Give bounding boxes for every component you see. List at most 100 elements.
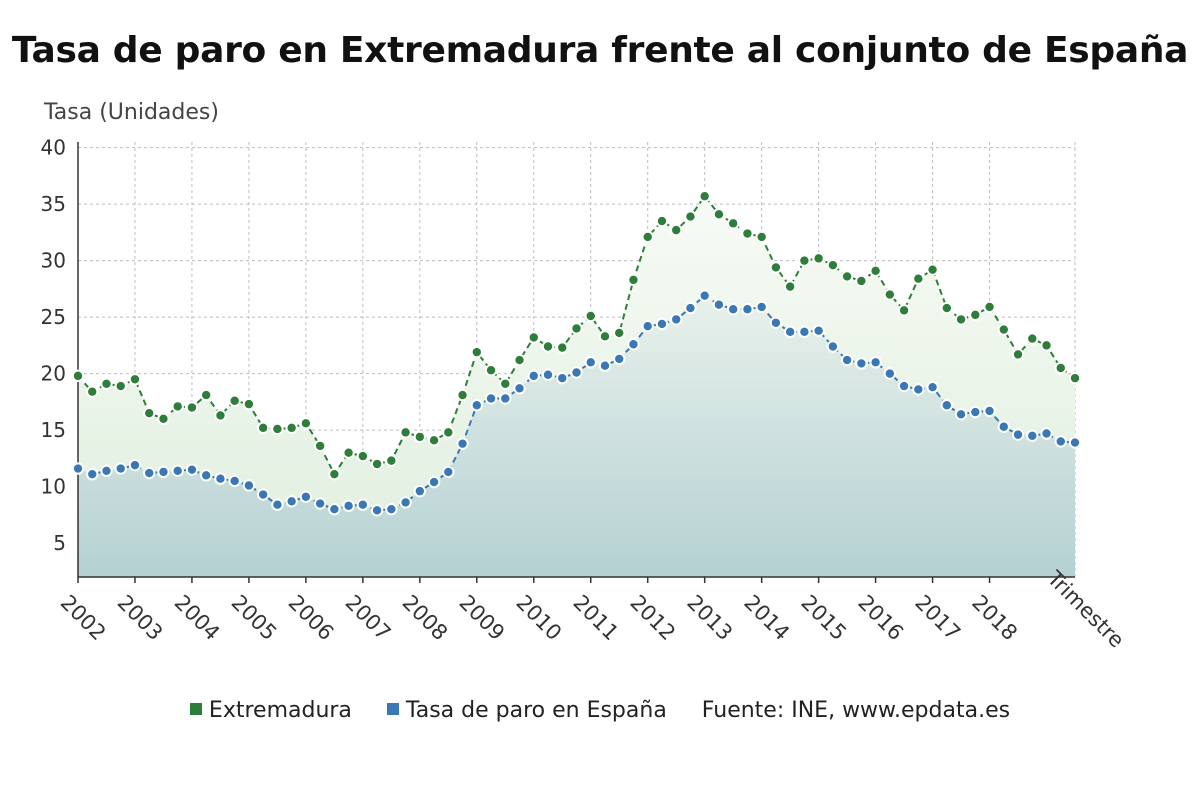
point-extremadura-2017T3 bbox=[954, 313, 968, 326]
point-extremadura-2004T3 bbox=[214, 409, 227, 422]
point-extremadura-2008T2 bbox=[427, 434, 441, 447]
point-extremadura-2011T1 bbox=[584, 309, 597, 323]
point-extremadura-2003T2 bbox=[143, 406, 156, 420]
point-espana-2010T1 bbox=[527, 369, 540, 383]
y-tick-label-30: 30 bbox=[41, 249, 66, 273]
x-tick-label-2012: 2012 bbox=[625, 590, 680, 645]
point-espana-2017T3 bbox=[954, 408, 968, 421]
point-espana-2002T4 bbox=[114, 462, 127, 475]
point-extremadura-2015T1 bbox=[812, 252, 825, 265]
point-extremadura-2017T4 bbox=[969, 308, 982, 322]
point-extremadura-2003T1 bbox=[128, 373, 142, 386]
y-tick-label-35: 35 bbox=[41, 192, 66, 216]
point-espana-2007T3 bbox=[385, 503, 398, 516]
point-espana-2013T4 bbox=[741, 303, 754, 316]
point-extremadura-2006T4 bbox=[342, 446, 355, 459]
point-extremadura-2016T3 bbox=[897, 304, 911, 317]
point-extremadura-2003T4 bbox=[171, 400, 184, 413]
point-extremadura-2014T3 bbox=[783, 280, 797, 293]
x-tick-label-2008: 2008 bbox=[398, 590, 453, 645]
point-extremadura-2018T1 bbox=[983, 300, 996, 314]
y-tick-label-40: 40 bbox=[41, 136, 66, 160]
point-espana-2009T4 bbox=[513, 382, 526, 395]
point-extremadura-2013T2 bbox=[712, 208, 726, 221]
point-extremadura-2018T2 bbox=[997, 323, 1010, 336]
point-extremadura-2004T1 bbox=[185, 401, 199, 414]
point-extremadura-2004T4 bbox=[228, 394, 241, 407]
legend-item-extremadura[interactable]: Extremadura bbox=[189, 698, 352, 723]
point-extremadura-2013T1 bbox=[698, 190, 711, 203]
point-extremadura-2005T1 bbox=[242, 397, 256, 411]
chart-areas bbox=[78, 196, 1075, 578]
point-espana-2007T4 bbox=[399, 496, 412, 509]
point-extremadura-2006T1 bbox=[299, 417, 313, 430]
point-extremadura-2010T3 bbox=[556, 341, 569, 354]
point-espana-2009T3 bbox=[499, 392, 512, 405]
point-extremadura-2009T3 bbox=[499, 377, 512, 390]
point-extremadura-2010T2 bbox=[541, 340, 555, 353]
point-espana-2018T3 bbox=[1011, 428, 1025, 441]
point-espana-2002T3 bbox=[100, 464, 113, 477]
point-espana-2015T1 bbox=[812, 324, 825, 337]
legend-item-espana[interactable]: Tasa de paro en España bbox=[386, 698, 667, 723]
point-espana-2003T3 bbox=[157, 465, 170, 479]
point-extremadura-2012T2 bbox=[655, 214, 669, 228]
point-extremadura-2004T2 bbox=[199, 388, 213, 402]
legend-swatch-espana bbox=[386, 702, 399, 715]
point-espana-2004T1 bbox=[185, 463, 199, 476]
point-extremadura-2005T2 bbox=[256, 421, 270, 435]
x-tick-labels: 2002 2003 2004 2005 2006 2007 2008 2009 2010 2011… bbox=[56, 566, 1129, 653]
point-extremadura-2019T2 bbox=[1054, 361, 1067, 375]
legend-swatch-extremadura bbox=[189, 702, 202, 715]
chart-title: Tasa de paro en Extremadura frente al co… bbox=[11, 30, 1189, 71]
point-espana-2013T3 bbox=[726, 303, 740, 316]
point-espana-2011T4 bbox=[627, 338, 640, 351]
x-tick-label-2015: 2015 bbox=[796, 590, 851, 645]
point-espana-2008T2 bbox=[427, 475, 441, 489]
x-tick-label-2018: 2018 bbox=[967, 590, 1022, 645]
point-espana-2010T4 bbox=[570, 366, 583, 379]
point-espana-2014T3 bbox=[783, 325, 797, 339]
point-extremadura-2002T4 bbox=[114, 379, 127, 393]
point-espana-2012T2 bbox=[655, 317, 669, 331]
point-extremadura-2010T4 bbox=[570, 322, 583, 335]
point-espana-2011T2 bbox=[598, 359, 612, 372]
point-espana-2015T3 bbox=[840, 353, 854, 367]
point-espana-2006T4 bbox=[342, 499, 355, 513]
point-extremadura-2018T3 bbox=[1011, 348, 1025, 361]
point-espana-2019T2 bbox=[1054, 435, 1067, 448]
point-espana-2018T2 bbox=[997, 420, 1010, 433]
point-extremadura-2011T4 bbox=[627, 273, 640, 287]
point-extremadura-2005T4 bbox=[285, 421, 298, 435]
point-extremadura-2014T1 bbox=[755, 230, 768, 244]
point-espana-2010T3 bbox=[556, 371, 569, 385]
point-espana-2006T1 bbox=[299, 490, 313, 503]
point-espana-2003T2 bbox=[143, 466, 156, 480]
x-tick-label-2004: 2004 bbox=[170, 590, 225, 645]
point-espana-2006T3 bbox=[328, 503, 341, 516]
x-tick-label-2017: 2017 bbox=[910, 590, 965, 645]
point-extremadura-2015T4 bbox=[855, 274, 868, 288]
point-espana-2012T1 bbox=[641, 319, 654, 333]
point-extremadura-2013T3 bbox=[726, 217, 740, 230]
point-espana-2009T2 bbox=[484, 392, 498, 405]
point-espana-2004T3 bbox=[214, 472, 227, 485]
point-extremadura-2009T1 bbox=[470, 345, 483, 359]
point-espana-2009T1 bbox=[470, 399, 483, 412]
point-espana-2010T2 bbox=[541, 368, 555, 381]
point-espana-2003T4 bbox=[171, 464, 184, 477]
point-espana-2015T2 bbox=[826, 340, 840, 353]
point-extremadura-2009T4 bbox=[513, 353, 526, 367]
point-extremadura-2017T1 bbox=[926, 263, 939, 276]
point-extremadura-2015T3 bbox=[840, 270, 854, 283]
point-extremadura-2007T4 bbox=[399, 426, 412, 439]
point-espana-2012T3 bbox=[670, 313, 683, 326]
x-tick-label-2009: 2009 bbox=[455, 590, 510, 645]
point-espana-2017T2 bbox=[940, 399, 954, 412]
point-extremadura-2003T3 bbox=[157, 412, 170, 426]
point-extremadura-2008T4 bbox=[456, 388, 469, 402]
point-extremadura-2016T1 bbox=[869, 264, 882, 278]
y-tick-labels: 5 10 15 20 25 30 35 40 bbox=[41, 136, 66, 555]
